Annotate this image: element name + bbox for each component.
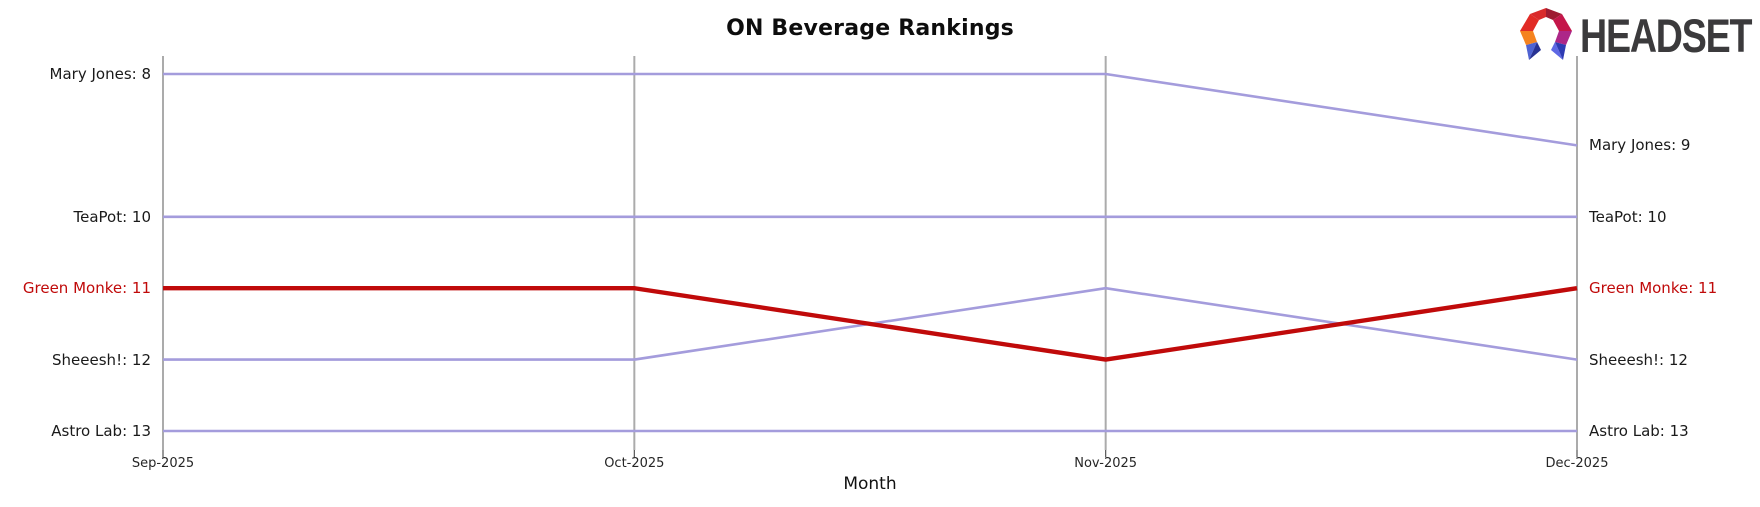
series-label-right-teapot: TeaPot: 10 bbox=[1589, 207, 1667, 226]
series-label-left-sheeesh: Sheeesh!: 12 bbox=[52, 350, 151, 369]
x-tick-dec-2025: Dec-2025 bbox=[1545, 456, 1609, 471]
series-label-left-mary-jones: Mary Jones: 8 bbox=[49, 65, 151, 83]
headset-logo-icon bbox=[1520, 8, 1572, 60]
series-line-mary-jones bbox=[163, 72, 1578, 147]
x-tick-nov-2025: Nov-2025 bbox=[1074, 456, 1138, 471]
series-line-green-monke bbox=[163, 286, 1578, 362]
headset-logo: HEADSET bbox=[1516, 6, 1760, 62]
series-label-right-mary-jones: Mary Jones: 9 bbox=[1589, 136, 1691, 155]
series-label-right-astro-lab: Astro Lab: 13 bbox=[1589, 422, 1689, 440]
x-tick-oct-2025: Oct-2025 bbox=[604, 456, 665, 471]
x-axis-title: Month bbox=[843, 474, 897, 494]
series-label-left-teapot: TeaPot: 10 bbox=[73, 207, 151, 226]
chart-title: ON Beverage Rankings bbox=[726, 16, 1014, 41]
x-tick-sep-2025: Sep-2025 bbox=[131, 456, 195, 471]
series-label-left-astro-lab: Astro Lab: 13 bbox=[51, 422, 151, 440]
series-label-left-green-monke: Green Monke: 11 bbox=[22, 279, 151, 298]
headset-logo-text: HEADSET bbox=[1580, 9, 1752, 62]
series-label-right-green-monke: Green Monke: 11 bbox=[1589, 279, 1718, 298]
series-label-right-sheeesh: Sheeesh!: 12 bbox=[1589, 350, 1688, 369]
